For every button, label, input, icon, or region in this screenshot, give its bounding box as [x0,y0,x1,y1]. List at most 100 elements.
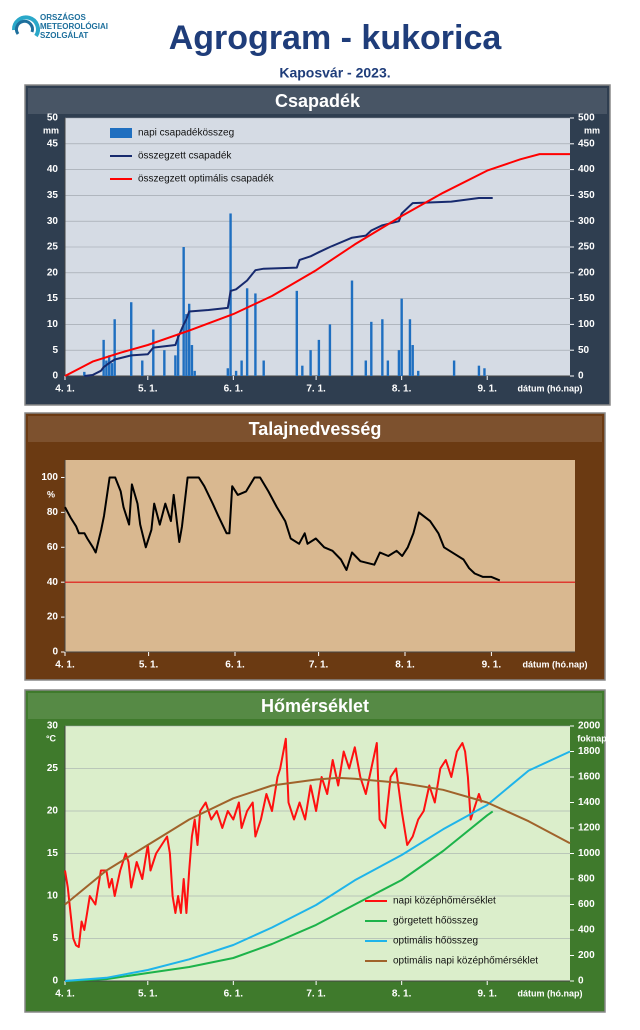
legend-label: összegzett optimális csapadék [138,174,275,185]
logo-text: METEOROLÓGIAI [40,22,108,31]
bar [185,314,188,376]
bar [163,350,166,376]
x-tick-label: 6. 1. [224,384,244,395]
x-axis-label: dátum (hó.nap) [518,383,583,393]
page-subtitle: Kaposvár - 2023. [279,65,390,81]
y2-unit: mm [584,125,600,135]
bar [301,365,304,376]
bar [107,355,111,376]
legend-label: összegzett csapadék [138,151,232,162]
x-tick-label: 5. 1. [138,989,158,1000]
chart-title: Talajnedvesség [249,419,382,439]
x-tick-label: 4. 1. [55,660,75,671]
y-tick-label: 40 [47,577,59,588]
title-band [28,693,602,719]
y-unit: mm [43,125,59,135]
logo-swirl [12,15,40,38]
y2-tick-label: 1800 [578,746,601,757]
y2-tick-label: 100 [578,319,595,330]
legend-label: napi középhőmérséklet [393,896,496,907]
bar [397,350,401,376]
bar [234,370,238,376]
bar [226,368,230,376]
bar [350,280,354,376]
y-tick-label: 45 [47,138,59,149]
bar [483,368,486,376]
legend-label: napi csapadékösszeg [138,128,234,139]
bar [190,345,194,376]
y2-tick-label: 200 [578,950,595,961]
y-tick-label: 15 [47,848,59,859]
y-tick-label: 10 [47,891,59,902]
bar [381,319,384,376]
series-line [64,810,494,982]
chart: Hőmérséklet 0 5 10 15 20 25 30 0 200 400 600 800 1000… [24,689,607,1013]
bar [262,360,265,376]
bar [370,321,373,376]
series-line [84,197,493,377]
x-tick-label: 9. 1. [482,660,502,671]
series-line [64,776,571,906]
y-tick-label: 60 [47,542,59,553]
bar [317,339,321,376]
bar [174,355,177,376]
bar [110,363,114,376]
y-tick-label: 15 [47,293,59,304]
bar [417,370,420,376]
y2-tick-label: 1400 [578,797,601,808]
y-tick-label: 25 [47,242,59,253]
y-unit: % [47,489,55,499]
bar [364,360,367,376]
y2-tick-label: 2000 [578,721,601,732]
y-unit: °C [46,733,57,743]
x-tick-label: 7. 1. [306,384,326,395]
y2-tick-label: 0 [578,976,584,987]
y2-unit: foknap [577,733,607,743]
logo-text: ORSZÁGOS [40,13,86,22]
bar [182,247,185,376]
bar [83,371,86,376]
x-tick-label: 4. 1. [55,989,75,1000]
bar [411,345,414,376]
bar [141,360,144,376]
series-line [64,153,570,377]
bar [113,319,116,376]
bar [245,288,249,376]
x-tick-label: 9. 1. [477,384,497,395]
bar [386,360,390,376]
legend-swatch [110,128,132,138]
plot-area [65,460,575,652]
x-tick-label: 9. 1. [477,989,497,1000]
y-tick-label: 0 [52,647,58,658]
bar [187,303,191,376]
bar [408,319,412,376]
x-tick-label: 8. 1. [395,660,415,671]
y-tick-label: 10 [47,319,59,330]
title-band [28,88,607,114]
series-line [64,737,483,948]
y-tick-label: 80 [47,507,59,518]
y-tick-label: 100 [41,472,58,483]
bar [193,370,196,376]
title-band [28,416,602,442]
logo-swirl [14,19,34,35]
x-tick-label: 7. 1. [309,660,329,671]
x-axis-label: dátum (hó.nap) [523,659,588,669]
x-tick-label: 4. 1. [55,384,75,395]
bar [328,324,332,376]
y2-tick-label: 1600 [578,772,601,783]
x-tick-label: 6. 1. [224,989,244,1000]
x-tick-label: 6. 1. [225,660,245,671]
y-tick-label: 0 [52,976,58,987]
x-tick-label: 7. 1. [306,989,326,1000]
legend-label: optimális napi középhőmérséklet [393,956,538,967]
y-tick-label: 35 [47,190,59,201]
y-tick-label: 50 [47,113,59,124]
x-tick-label: 8. 1. [392,384,412,395]
y-tick-label: 20 [47,806,59,817]
y2-tick-label: 1200 [578,823,601,834]
chart: Talajnedvesség 0 20 40 60 80 100% 4. 1. 5. 1. 6. … [24,412,606,681]
y2-tick-label: 600 [578,899,595,910]
y2-tick-label: 50 [578,345,590,356]
